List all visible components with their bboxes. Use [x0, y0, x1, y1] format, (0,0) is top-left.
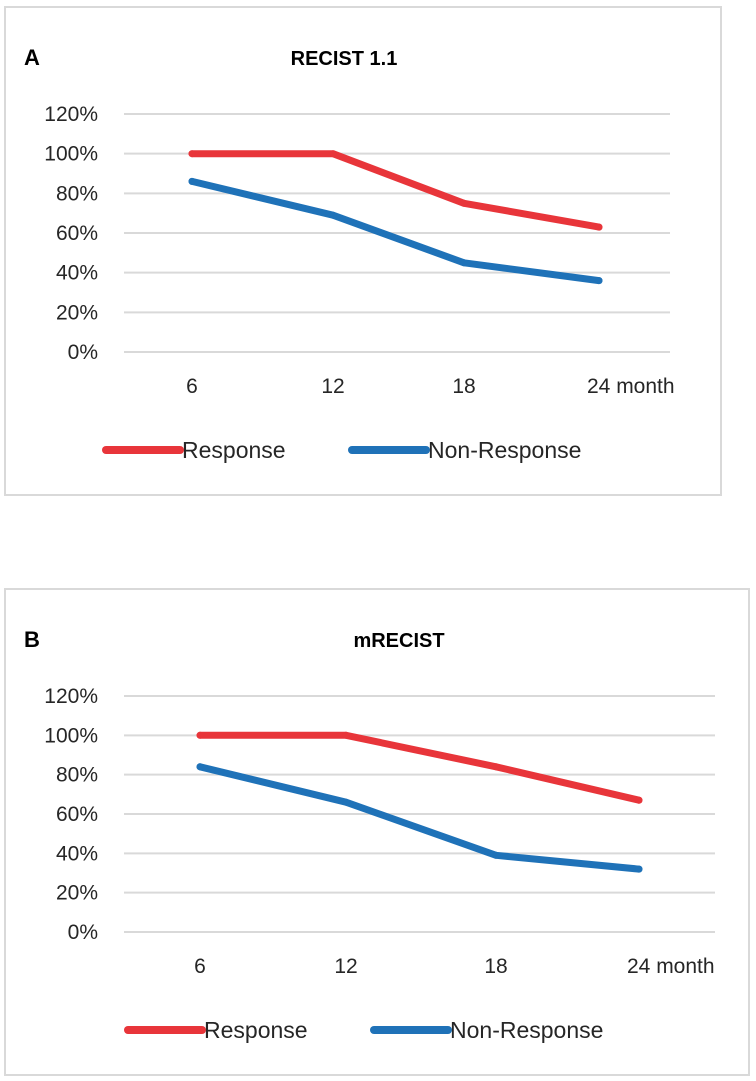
data-point-non-response-b-3 [635, 865, 643, 873]
data-point-response-a-1 [329, 150, 337, 158]
y-tick-label-b-4: 80% [56, 764, 98, 787]
legend-a: Response Non-Response [102, 437, 581, 463]
y-tick-label-b-1: 20% [56, 882, 98, 905]
data-point-response-a-3 [595, 223, 603, 231]
data-point-non-response-b-0 [196, 763, 204, 771]
chart-b-svg: B mRECIST 0% 20% 40% 60% 80% 100% 120% 6 12 18 24 … [24, 627, 715, 1043]
y-tick-label-a-2: 40% [56, 262, 98, 285]
x-tick-label-b-3: 24 month [627, 955, 715, 978]
chart-panel-b: B mRECIST 0% 20% 40% 60% 80% 100% 120% 6 12 18 24 … [4, 588, 750, 1076]
panel-label-a: A [24, 45, 40, 70]
legend-label-response-a: Response [182, 437, 286, 463]
plot-area-b: 0% 20% 40% 60% 80% 100% 120% 6 12 18 24 month [44, 685, 715, 978]
data-point-response-a-0 [188, 150, 196, 158]
x-tick-label-a-3: 24 month [587, 375, 675, 398]
data-point-response-b-0 [196, 731, 204, 739]
series-line-non-response-a [188, 177, 603, 285]
data-point-non-response-a-1 [329, 211, 337, 219]
data-point-response-b-2 [492, 763, 500, 771]
data-point-non-response-a-3 [595, 277, 603, 285]
y-tick-label-a-4: 80% [56, 182, 98, 205]
data-point-response-b-3 [635, 796, 643, 804]
y-tick-label-a-6: 120% [44, 103, 98, 126]
y-tick-label-b-5: 100% [44, 724, 98, 747]
chart-a-svg: A RECIST 1.1 0% 20% 40% 60% 80% 100% 120% 6 12 18… [24, 45, 675, 463]
legend-label-non-response-a: Non-Response [428, 437, 581, 463]
data-point-response-b-1 [342, 731, 350, 739]
legend-label-response-b: Response [204, 1017, 308, 1043]
chart-title-a: RECIST 1.1 [291, 48, 398, 70]
panel-label-b: B [24, 627, 40, 652]
data-point-non-response-a-2 [460, 259, 468, 267]
chart-title-b: mRECIST [353, 630, 444, 652]
y-tick-label-a-3: 60% [56, 222, 98, 245]
legend-label-non-response-b: Non-Response [450, 1017, 603, 1043]
plot-area-a: 0% 20% 40% 60% 80% 100% 120% 6 12 18 24 month [44, 103, 674, 398]
data-point-response-a-2 [460, 199, 468, 207]
data-point-non-response-b-1 [342, 798, 350, 806]
y-tick-label-b-6: 120% [44, 685, 98, 708]
series-line-response-b [196, 731, 643, 804]
legend-b: Response Non-Response [124, 1017, 603, 1043]
chart-panel-a: A RECIST 1.1 0% 20% 40% 60% 80% 100% 120% 6 12 18… [4, 6, 722, 496]
y-tick-label-b-0: 0% [68, 921, 98, 944]
data-point-non-response-a-0 [188, 177, 196, 185]
x-tick-label-b-1: 12 [334, 955, 357, 978]
y-tick-label-a-1: 20% [56, 301, 98, 324]
data-point-non-response-b-2 [492, 851, 500, 859]
y-tick-label-b-3: 60% [56, 803, 98, 826]
y-tick-label-b-2: 40% [56, 842, 98, 865]
x-tick-label-a-0: 6 [186, 375, 198, 398]
x-tick-label-a-1: 12 [321, 375, 344, 398]
y-tick-label-a-5: 100% [44, 143, 98, 166]
x-tick-label-b-0: 6 [194, 955, 206, 978]
x-tick-label-a-2: 18 [452, 375, 475, 398]
y-tick-label-a-0: 0% [68, 341, 98, 364]
series-line-non-response-b [196, 763, 643, 873]
series-line-response-a [188, 150, 603, 231]
x-tick-label-b-2: 18 [484, 955, 507, 978]
